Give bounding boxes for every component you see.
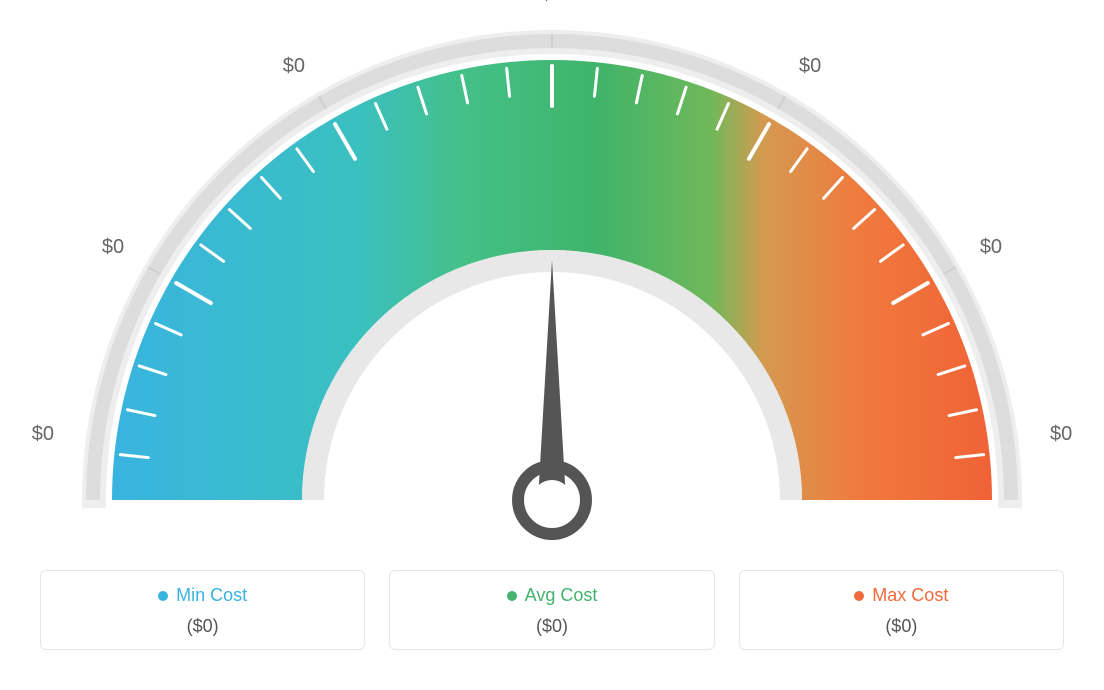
dot-icon: [158, 591, 168, 601]
legend-value: ($0): [750, 616, 1053, 637]
legend-card-min: Min Cost ($0): [40, 570, 365, 650]
gauge-svg: $0 $0 $0 $0 $0 $0 $0: [0, 0, 1104, 560]
cost-gauge-widget: $0 $0 $0 $0 $0 $0 $0 Min Cost ($0) Avg Cost ($…: [0, 0, 1104, 690]
legend-value: ($0): [51, 616, 354, 637]
needle-hub-inner: [532, 480, 572, 520]
scale-label: $0: [541, 0, 563, 5]
legend-label: Max Cost: [872, 585, 948, 606]
gauge-chart: $0 $0 $0 $0 $0 $0 $0: [0, 0, 1104, 560]
dot-icon: [854, 591, 864, 601]
legend-label-line: Avg Cost: [400, 585, 703, 606]
legend-label: Avg Cost: [525, 585, 598, 606]
legend-value: ($0): [400, 616, 703, 637]
scale-label: $0: [1050, 423, 1072, 445]
legend-label: Min Cost: [176, 585, 247, 606]
scale-label: $0: [283, 55, 305, 77]
legend-label-line: Min Cost: [51, 585, 354, 606]
legend-label-line: Max Cost: [750, 585, 1053, 606]
legend-card-avg: Avg Cost ($0): [389, 570, 714, 650]
dot-icon: [507, 591, 517, 601]
scale-label: $0: [102, 236, 124, 258]
scale-label: $0: [32, 423, 54, 445]
gauge-group: $0 $0 $0 $0 $0 $0 $0: [32, 0, 1073, 534]
legend-card-max: Max Cost ($0): [739, 570, 1064, 650]
scale-label: $0: [799, 55, 821, 77]
legend-row: Min Cost ($0) Avg Cost ($0) Max Cost ($0…: [0, 570, 1104, 650]
scale-label: $0: [980, 236, 1002, 258]
